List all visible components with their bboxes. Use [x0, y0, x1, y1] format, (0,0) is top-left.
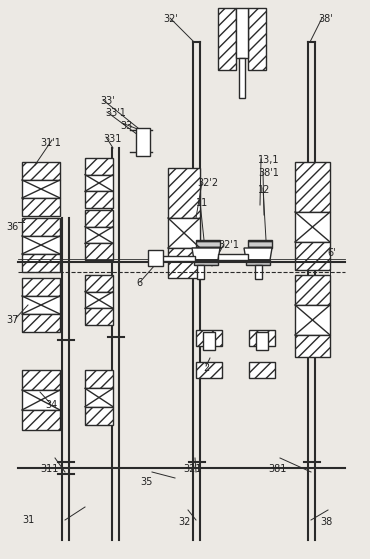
Text: 331: 331 — [103, 134, 121, 144]
Bar — [168, 218, 200, 248]
Bar — [136, 128, 150, 156]
Bar — [168, 168, 200, 218]
Bar — [85, 210, 113, 226]
Bar — [248, 240, 272, 248]
Bar — [22, 180, 60, 198]
Bar — [168, 248, 200, 278]
Bar — [85, 292, 113, 309]
Text: 31'1: 31'1 — [40, 138, 61, 148]
Bar — [22, 370, 60, 390]
Bar — [255, 265, 262, 279]
Bar — [194, 260, 218, 265]
Bar — [22, 198, 60, 216]
Text: 38: 38 — [320, 517, 332, 527]
Bar — [22, 278, 60, 296]
Text: 34: 34 — [45, 400, 57, 410]
Bar — [249, 330, 275, 346]
Bar — [157, 256, 195, 261]
Bar — [22, 236, 60, 254]
Text: 33'1: 33'1 — [105, 108, 126, 118]
Bar — [295, 275, 330, 305]
Bar — [85, 174, 113, 191]
Bar — [22, 314, 60, 332]
Bar — [85, 226, 113, 243]
Bar — [85, 406, 113, 425]
Bar — [22, 254, 60, 272]
Text: 311: 311 — [40, 464, 58, 474]
Text: 32'1: 32'1 — [218, 240, 239, 250]
Bar — [246, 260, 270, 265]
Bar — [22, 296, 60, 314]
Bar — [248, 8, 266, 70]
Text: 32: 32 — [178, 517, 191, 527]
Text: 321: 321 — [183, 464, 202, 474]
Bar — [218, 8, 236, 70]
Bar — [85, 243, 113, 260]
Bar — [197, 265, 204, 279]
Text: 32'2: 32'2 — [197, 178, 218, 188]
Bar — [236, 8, 248, 58]
Bar — [218, 254, 248, 260]
Bar — [239, 58, 245, 98]
Text: 31: 31 — [22, 515, 34, 525]
Bar — [249, 362, 275, 378]
Text: 38': 38' — [318, 14, 333, 24]
Bar — [295, 242, 330, 270]
Bar — [295, 335, 330, 357]
Polygon shape — [192, 248, 220, 260]
Bar — [203, 332, 215, 350]
Bar — [256, 332, 268, 350]
Bar — [22, 162, 60, 180]
Bar — [295, 162, 330, 212]
Bar — [85, 191, 113, 208]
Text: 6: 6 — [136, 278, 142, 288]
Bar — [85, 309, 113, 325]
Text: 33: 33 — [120, 121, 132, 131]
Text: 32': 32' — [163, 14, 178, 24]
Text: 37: 37 — [6, 315, 18, 325]
Bar — [85, 389, 113, 406]
Bar — [295, 212, 330, 242]
Bar — [85, 275, 113, 292]
Bar — [148, 250, 163, 266]
Bar — [295, 305, 330, 335]
Bar — [85, 158, 113, 174]
Text: 38'1: 38'1 — [258, 168, 279, 178]
Text: 13,1: 13,1 — [258, 155, 279, 165]
Text: 6': 6' — [327, 248, 336, 258]
Bar — [85, 370, 113, 389]
Text: 35: 35 — [140, 477, 152, 487]
Polygon shape — [244, 248, 272, 260]
Bar — [22, 410, 60, 430]
Text: 36: 36 — [6, 222, 18, 232]
Bar — [196, 240, 220, 248]
Bar — [22, 390, 60, 410]
Text: 381: 381 — [268, 464, 286, 474]
Text: 33': 33' — [100, 96, 115, 106]
Text: 11: 11 — [196, 198, 208, 208]
Text: 2: 2 — [203, 363, 209, 373]
Text: 12: 12 — [258, 185, 270, 195]
Bar — [196, 330, 222, 346]
Bar — [22, 218, 60, 236]
Bar — [196, 362, 222, 378]
